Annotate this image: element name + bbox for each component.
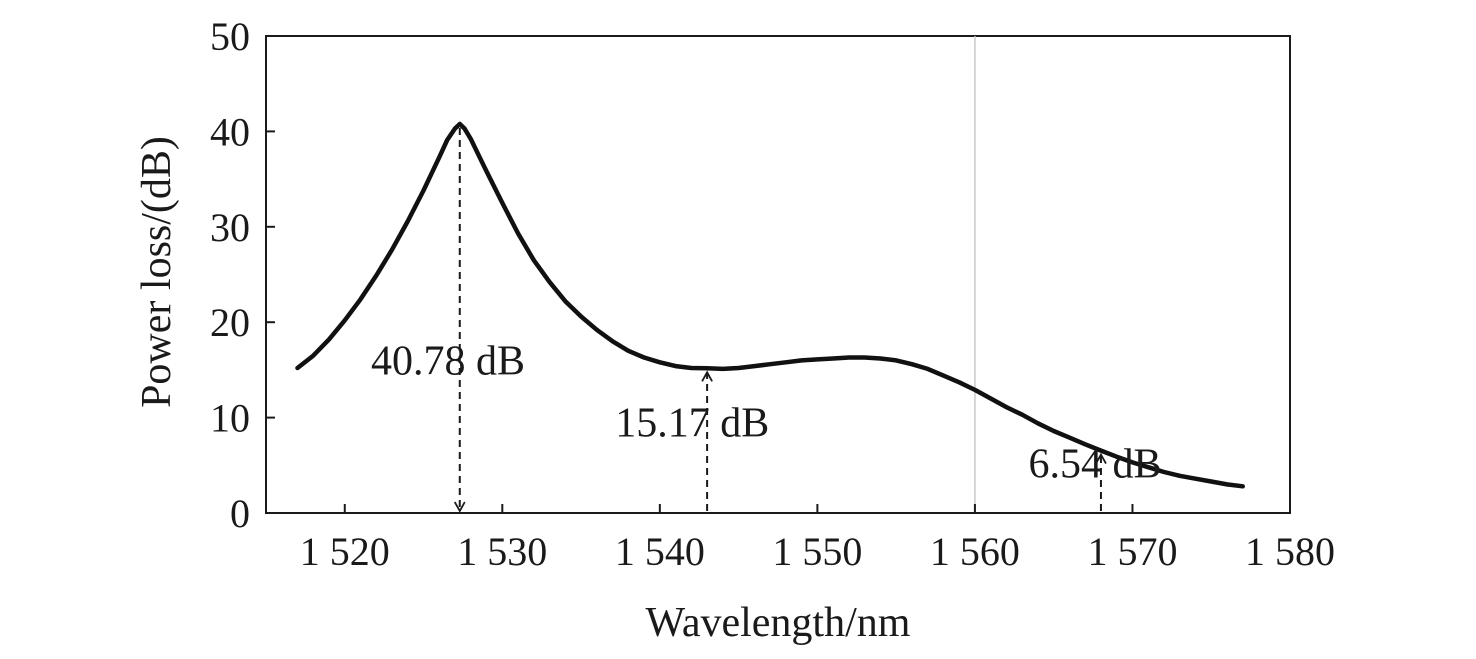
y-axis-label: Power loss/(dB) bbox=[134, 136, 180, 408]
x-tick-label: 1 530 bbox=[457, 529, 547, 574]
annotation-label: 15.17 dB bbox=[615, 401, 769, 447]
x-axis-label: Wavelength/nm bbox=[646, 600, 911, 646]
x-tick-label: 1 570 bbox=[1087, 529, 1177, 574]
x-tick-label: 1 520 bbox=[300, 529, 390, 574]
y-tick-label: 10 bbox=[210, 396, 250, 441]
y-tick-label: 30 bbox=[210, 205, 250, 250]
y-tick-label: 0 bbox=[230, 491, 250, 536]
y-tick-label: 20 bbox=[210, 300, 250, 345]
plot-area-frame bbox=[265, 35, 1291, 514]
annotation-label: 40.78 dB bbox=[371, 339, 525, 385]
x-tick-label: 1 560 bbox=[930, 529, 1020, 574]
y-tick-label: 40 bbox=[210, 109, 250, 154]
x-tick-label: 1 550 bbox=[772, 529, 862, 574]
annotation-layer: 40.78 dB 15.17 dB 6.54 dB bbox=[371, 127, 1162, 513]
annotation-label: 6.54 dB bbox=[1028, 442, 1161, 488]
series-layer bbox=[295, 121, 1245, 489]
series-line bbox=[295, 121, 1245, 489]
tick-layer: 1 520 1 530 1 540 1 550 1 560 1 570 1 580 0 10 20… bbox=[210, 14, 1335, 574]
x-tick-label: 1 580 bbox=[1245, 529, 1335, 574]
x-tick-label: 1 540 bbox=[615, 529, 705, 574]
y-tick-label: 50 bbox=[210, 14, 250, 59]
